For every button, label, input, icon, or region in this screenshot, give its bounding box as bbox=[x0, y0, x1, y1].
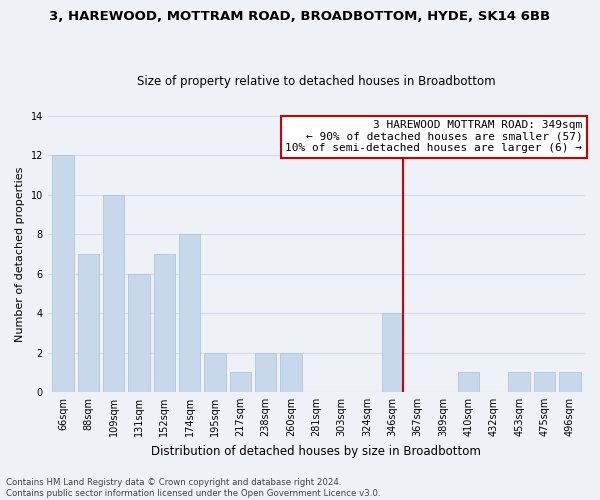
Bar bbox=[103, 195, 124, 392]
Bar bbox=[533, 372, 555, 392]
Bar bbox=[255, 352, 277, 392]
Text: Contains HM Land Registry data © Crown copyright and database right 2024.
Contai: Contains HM Land Registry data © Crown c… bbox=[6, 478, 380, 498]
Bar bbox=[458, 372, 479, 392]
Bar bbox=[559, 372, 581, 392]
Bar bbox=[52, 156, 74, 392]
Bar bbox=[77, 254, 99, 392]
X-axis label: Distribution of detached houses by size in Broadbottom: Distribution of detached houses by size … bbox=[151, 444, 481, 458]
Bar bbox=[154, 254, 175, 392]
Bar bbox=[230, 372, 251, 392]
Text: 3 HAREWOOD MOTTRAM ROAD: 349sqm
← 90% of detached houses are smaller (57)
10% of: 3 HAREWOOD MOTTRAM ROAD: 349sqm ← 90% of… bbox=[286, 120, 583, 154]
Bar bbox=[204, 352, 226, 392]
Title: Size of property relative to detached houses in Broadbottom: Size of property relative to detached ho… bbox=[137, 76, 496, 88]
Text: 3, HAREWOOD, MOTTRAM ROAD, BROADBOTTOM, HYDE, SK14 6BB: 3, HAREWOOD, MOTTRAM ROAD, BROADBOTTOM, … bbox=[49, 10, 551, 23]
Bar bbox=[128, 274, 150, 392]
Y-axis label: Number of detached properties: Number of detached properties bbox=[15, 166, 25, 342]
Bar bbox=[179, 234, 200, 392]
Bar bbox=[382, 313, 403, 392]
Bar bbox=[508, 372, 530, 392]
Bar bbox=[280, 352, 302, 392]
